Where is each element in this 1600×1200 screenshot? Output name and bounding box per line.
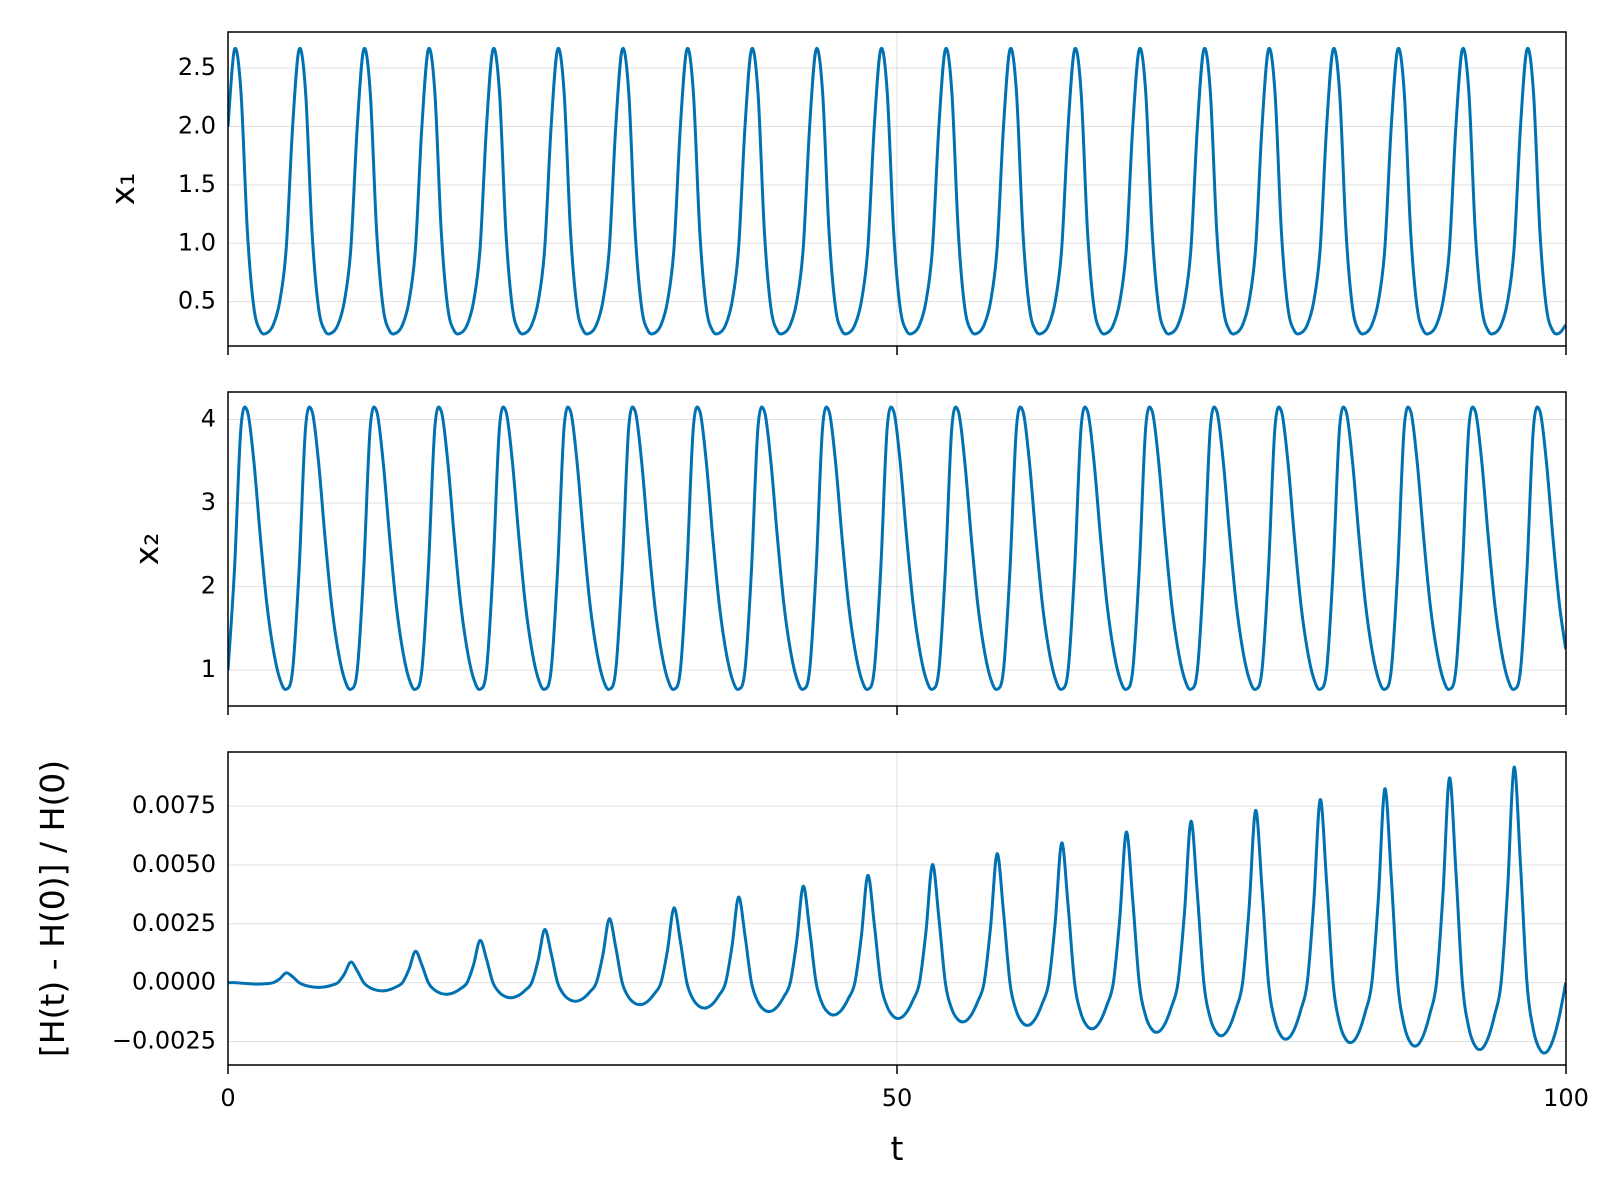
- y-tick-label: 0.0075: [132, 791, 216, 819]
- y-axis-label: [H(t) - H(0)] / H(0): [33, 760, 72, 1057]
- y-tick-label: 3: [201, 488, 216, 516]
- data-line: [228, 46, 1566, 336]
- data-line: [228, 405, 1566, 692]
- y-tick-label: 1: [201, 655, 216, 683]
- y-tick-label: 4: [201, 405, 216, 433]
- y-tick-label: 0.0050: [132, 850, 216, 878]
- y-axis-label: x₁: [103, 173, 142, 206]
- y-tick-label: 0.0000: [132, 968, 216, 996]
- y-tick-label: 2.5: [178, 53, 216, 81]
- y-tick-label: 2.0: [178, 112, 216, 140]
- y-tick-label: 0.0025: [132, 909, 216, 937]
- y-tick-label: 0.5: [178, 287, 216, 315]
- x-axis-label: t: [891, 1129, 904, 1168]
- y-axis-label: x₂: [127, 533, 166, 566]
- y-tick-label: 1.0: [178, 228, 216, 256]
- data-line: [228, 765, 1566, 1055]
- y-tick-label: 1.5: [178, 170, 216, 198]
- x-tick-label: 100: [1543, 1084, 1589, 1112]
- y-tick-label: −0.0025: [112, 1026, 216, 1054]
- x-tick-label: 0: [220, 1084, 235, 1112]
- x-tick-label: 50: [882, 1084, 913, 1112]
- y-tick-label: 2: [201, 572, 216, 600]
